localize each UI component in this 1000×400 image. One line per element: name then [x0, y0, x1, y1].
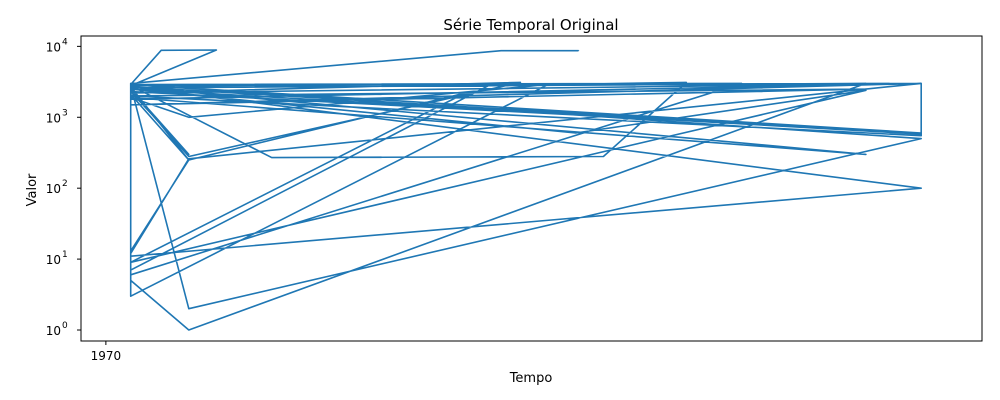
- y-tick-label: 10: [46, 324, 61, 338]
- y-tick-label: 10: [46, 253, 61, 267]
- y-tick-label: 10: [46, 40, 61, 54]
- x-axis-ticks: 1970: [91, 341, 122, 363]
- y-tick-exponent: 3: [62, 108, 68, 118]
- y-tick-exponent: 0: [62, 321, 68, 331]
- y-axis-label: Valor: [25, 173, 40, 206]
- y-tick-label: 10: [46, 111, 61, 125]
- series-line-0: [129, 49, 923, 331]
- y-tick-exponent: 1: [62, 250, 68, 260]
- y-tick-label: 10: [46, 182, 61, 196]
- chart-title: Série Temporal Original: [443, 16, 618, 34]
- plot-frame: [80, 35, 983, 342]
- y-tick-exponent: 2: [62, 179, 68, 189]
- y-tick-exponent: 4: [62, 37, 68, 47]
- x-tick-label: 1970: [91, 349, 122, 363]
- plot-lines: [129, 49, 923, 331]
- x-axis-label: Tempo: [509, 371, 553, 386]
